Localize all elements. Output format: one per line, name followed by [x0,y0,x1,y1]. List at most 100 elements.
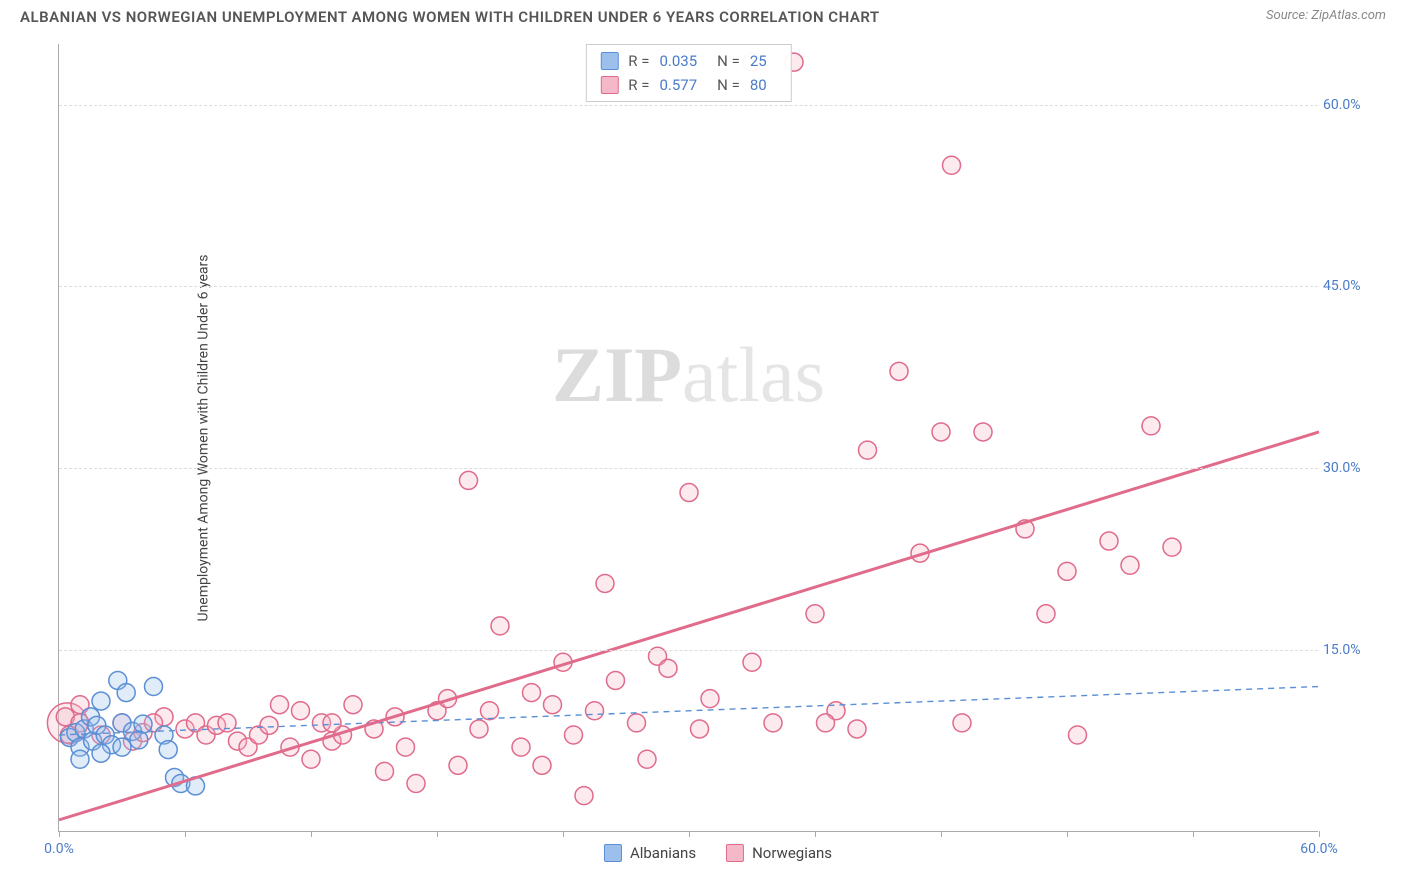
scatter-point [890,362,908,380]
scatter-point [806,605,824,623]
scatter-point [817,714,835,732]
scatter-point [407,775,425,793]
stats-legend-box: R =0.035N =25R =0.577N =80 [585,44,791,102]
scatter-point [491,617,509,635]
scatter-point [159,741,177,759]
grid-line [59,650,1318,651]
scatter-point [397,738,415,756]
legend-item: Albanians [604,844,696,862]
source-attribution: Source: ZipAtlas.com [1266,8,1386,23]
x-tick-label: 0.0% [44,841,74,857]
x-tick [689,831,690,837]
y-tick-label: 60.0% [1323,97,1378,113]
legend-swatch [726,844,744,862]
legend-label: Norwegians [752,844,832,862]
scatter-point [134,715,152,733]
scatter-point [544,696,562,714]
y-tick-label: 45.0% [1323,278,1378,294]
scatter-point [512,738,530,756]
trend-line [59,687,1319,735]
scatter-point [260,716,278,734]
n-value: 80 [750,73,767,97]
y-tick-label: 15.0% [1323,642,1378,658]
legend-swatch [604,844,622,862]
scatter-point [449,756,467,774]
scatter-point [596,574,614,592]
legend-swatch [600,52,618,70]
stats-row: R = 0.577 N = 80 [600,73,776,97]
scatter-point [859,441,877,459]
scatter-point [481,702,499,720]
scatter-point [586,702,604,720]
legend-label: Albanians [630,844,696,862]
scatter-point [117,684,135,702]
x-tick [941,831,942,837]
legend-bottom: Albanians Norwegians [604,844,832,862]
scatter-point [1058,562,1076,580]
scatter-point [113,738,131,756]
x-tick [311,831,312,837]
x-tick [1193,831,1194,837]
scatter-point [344,696,362,714]
scatter-chart: Unemployment Among Women with Children U… [58,44,1378,832]
scatter-point [92,692,110,710]
x-tick [563,831,564,837]
n-label: N = [717,49,740,73]
grid-line [59,468,1318,469]
scatter-point [1100,532,1118,550]
scatter-point [271,696,289,714]
plot-svg [59,44,1318,831]
x-tick [185,831,186,837]
scatter-point [974,423,992,441]
scatter-point [533,756,551,774]
scatter-point [680,484,698,502]
x-tick-label: 60.0% [1300,841,1338,857]
scatter-point [701,690,719,708]
x-tick [437,831,438,837]
scatter-point [628,714,646,732]
plot-area: ZIPatlas R =0.035N =25R =0.577N =80 15.0… [58,44,1318,832]
x-tick [1067,831,1068,837]
scatter-point [1037,605,1055,623]
scatter-point [302,750,320,768]
stats-row: R =0.035N =25 [600,49,776,73]
scatter-point [565,726,583,744]
n-value: 25 [750,49,767,73]
scatter-point [953,714,971,732]
scatter-point [470,720,488,738]
n-label: N = [717,73,740,97]
scatter-point [376,762,394,780]
scatter-point [1142,417,1160,435]
scatter-point [607,671,625,689]
r-value: 0.577 [659,73,697,97]
scatter-point [145,678,163,696]
x-tick [59,831,60,837]
scatter-point [1069,726,1087,744]
scatter-point [292,702,310,720]
scatter-point [743,653,761,671]
r-label: R = [628,49,649,73]
r-label: R = [628,73,649,97]
scatter-point [932,423,950,441]
legend-item: Norwegians [726,844,832,862]
scatter-point [691,720,709,738]
scatter-point [1163,538,1181,556]
x-tick [1319,831,1320,837]
scatter-point [71,750,89,768]
chart-title: ALBANIAN VS NORWEGIAN UNEMPLOYMENT AMONG… [20,8,880,26]
scatter-point [943,156,961,174]
scatter-point [659,659,677,677]
grid-line [59,105,1318,106]
y-tick-label: 30.0% [1323,460,1378,476]
scatter-point [460,471,478,489]
scatter-point [323,714,341,732]
scatter-point [764,714,782,732]
x-tick [815,831,816,837]
scatter-point [638,750,656,768]
scatter-point [575,787,593,805]
legend-swatch [600,76,618,94]
scatter-point [523,684,541,702]
scatter-point [1121,556,1139,574]
scatter-point [92,744,110,762]
grid-line [59,286,1318,287]
